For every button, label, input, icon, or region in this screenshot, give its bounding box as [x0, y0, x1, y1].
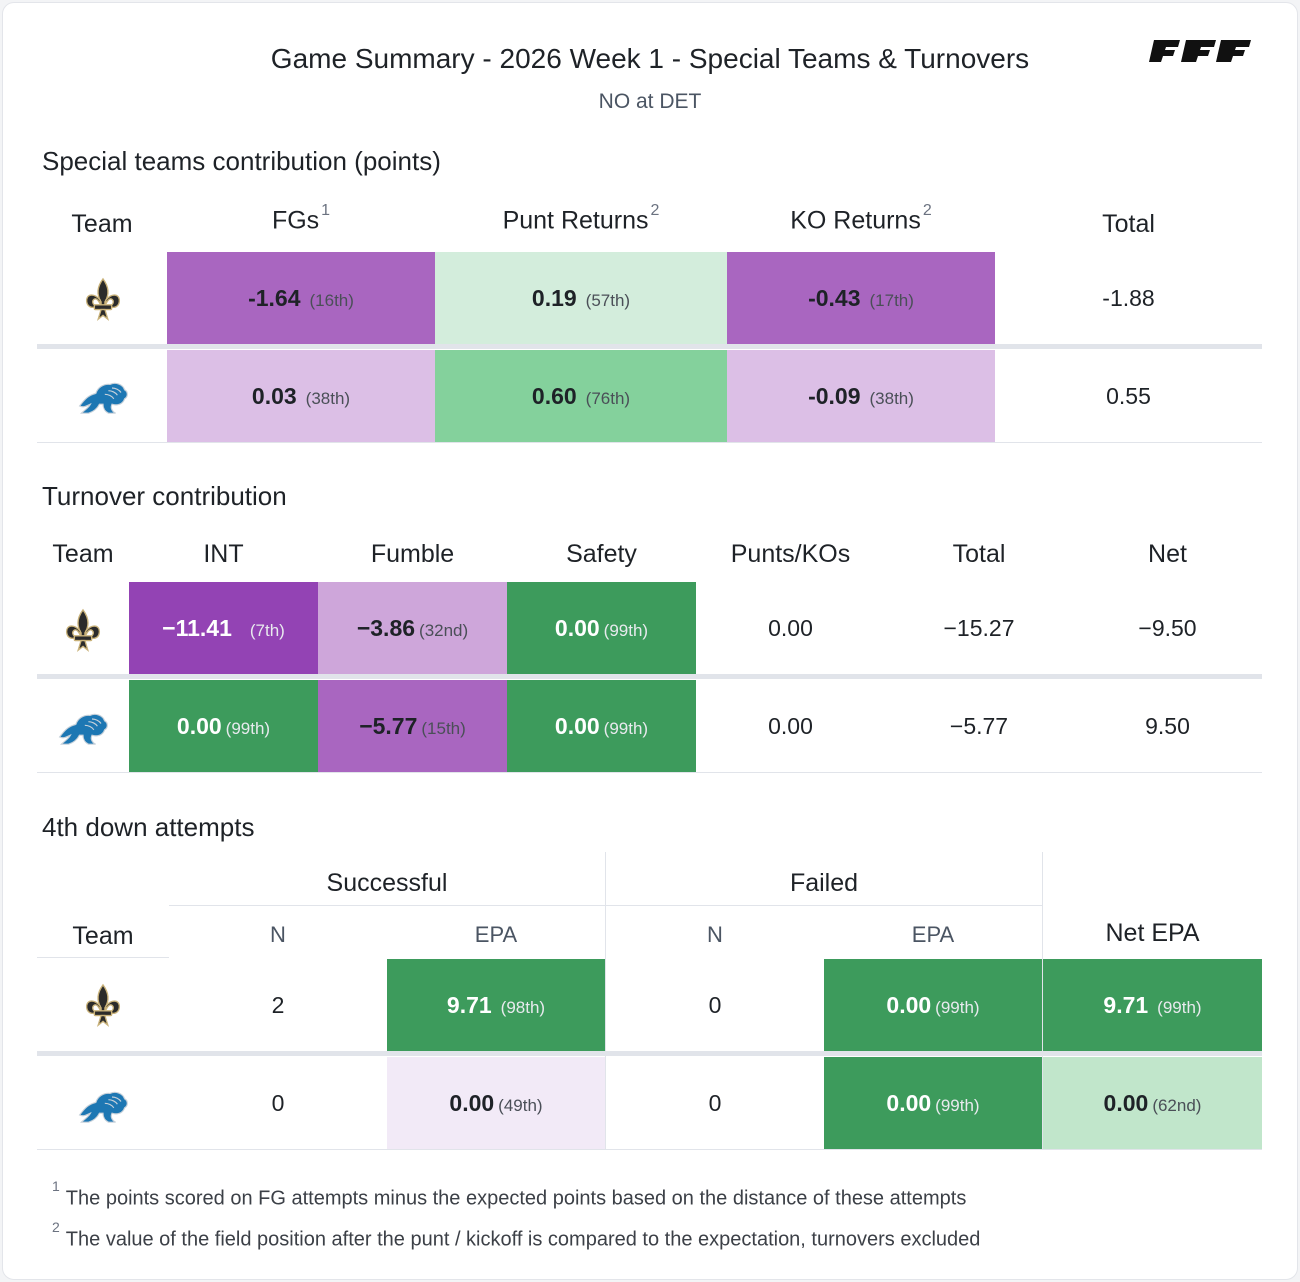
to-cell-total: −5.77	[949, 712, 1009, 739]
to-cell-safety: 0.00 (99th)	[507, 680, 696, 772]
group-divider	[1042, 852, 1043, 1150]
footnote-1: 1The points scored on FG attempts minus …	[52, 1178, 967, 1210]
row-separator	[37, 674, 1262, 679]
st-cell-total: 0.55	[1106, 382, 1151, 409]
st-cell-ko: -0.09 (38th)	[727, 350, 995, 442]
fd-header-fail-epa: EPA	[911, 922, 955, 947]
page-subtitle: NO at DET	[598, 90, 702, 113]
st-header-fgs: FGs 1	[271, 202, 331, 235]
to-header-safety: Safety	[566, 540, 637, 568]
fd-cell-fail-n: 0	[708, 1089, 722, 1116]
row-separator	[37, 1051, 1262, 1056]
fd-header-net-epa: Net EPA	[1105, 919, 1200, 947]
page-title: Game Summary - 2026 Week 1 - Special Tea…	[270, 43, 1030, 74]
fd-cell-fail-epa: 0.00 (99th)	[824, 959, 1042, 1051]
to-cell-fumble: −5.77 (15th)	[318, 680, 507, 772]
saints-fleur-de-lis-icon	[63, 608, 103, 654]
table-bottom-line	[37, 772, 1262, 773]
turnover-title: Turnover contribution	[42, 481, 287, 511]
fd-cell-succ-epa: 9.71 (98th)	[387, 959, 605, 1051]
fd-cell-fail-epa: 0.00 (99th)	[824, 1057, 1042, 1149]
fd-header-successful: Successful	[326, 869, 448, 897]
fd-header-succ-n: N	[270, 922, 286, 947]
to-header-fumble: Fumble	[370, 540, 455, 568]
special-teams-title: Special teams contribution (points)	[42, 146, 441, 176]
to-cell-punts-kos: 0.00	[768, 712, 813, 739]
fd-cell-succ-n: 2	[271, 991, 285, 1018]
to-header-total: Total	[952, 540, 1006, 568]
fd-cell-net-epa: 0.00 (62nd)	[1043, 1057, 1262, 1149]
to-cell-net: −9.50	[1138, 614, 1197, 641]
table-bottom-line	[37, 1149, 1262, 1150]
st-header-team: Team	[71, 210, 133, 238]
st-cell-fg: -1.64 (16th)	[167, 252, 435, 344]
st-cell-punt: 0.19 (57th)	[435, 252, 727, 344]
team-underline	[37, 957, 169, 958]
to-cell-punts-kos: 0.00	[768, 614, 813, 641]
st-cell-ko: -0.43 (17th)	[727, 252, 995, 344]
st-header-total: Total	[1102, 210, 1155, 238]
fd-cell-fail-n: 0	[708, 991, 722, 1018]
st-cell-fg: 0.03 (38th)	[167, 350, 435, 442]
to-header-team: Team	[52, 540, 114, 568]
st-cell-total: -1.88	[1102, 284, 1155, 311]
to-header-int: INT	[203, 540, 244, 568]
to-cell-int: −11.41 (7th)	[129, 582, 318, 674]
saints-fleur-de-lis-icon	[83, 277, 123, 323]
table-bottom-line	[37, 442, 1262, 443]
lions-logo-icon	[56, 709, 110, 747]
to-header-net: Net	[1148, 540, 1187, 568]
footnote-2: 2The value of the field position after t…	[52, 1219, 981, 1251]
to-cell-fumble: −3.86 (32nd)	[318, 582, 507, 674]
fd-cell-succ-n: 0	[271, 1089, 285, 1116]
st-cell-punt: 0.60 (76th)	[435, 350, 727, 442]
fd-cell-net-epa: 9.71 (99th)	[1043, 959, 1262, 1051]
pff-logo-icon	[1149, 40, 1251, 62]
saints-fleur-de-lis-icon	[83, 983, 123, 1029]
fd-header-team: Team	[72, 922, 134, 950]
fd-header-succ-epa: EPA	[474, 922, 518, 947]
st-header-ko-returns: KO Returns 2	[790, 202, 932, 235]
st-header-punt-returns: Punt Returns 2	[502, 202, 660, 235]
to-cell-net: 9.50	[1145, 712, 1190, 739]
to-header-punts-kos: Punts/KOs	[730, 540, 851, 568]
to-cell-int: 0.00 (99th)	[129, 680, 318, 772]
row-separator	[37, 344, 1262, 349]
lions-logo-icon	[76, 1087, 130, 1125]
fd-header-fail-n: N	[707, 922, 723, 947]
to-cell-safety: 0.00 (99th)	[507, 582, 696, 674]
lions-logo-icon	[76, 378, 130, 416]
fd-header-failed: Failed	[789, 869, 859, 897]
fourth-down-title: 4th down attempts	[42, 812, 255, 842]
to-cell-total: −15.27	[943, 614, 1015, 641]
group-divider	[605, 852, 606, 1150]
fd-cell-succ-epa: 0.00 (49th)	[387, 1057, 605, 1149]
